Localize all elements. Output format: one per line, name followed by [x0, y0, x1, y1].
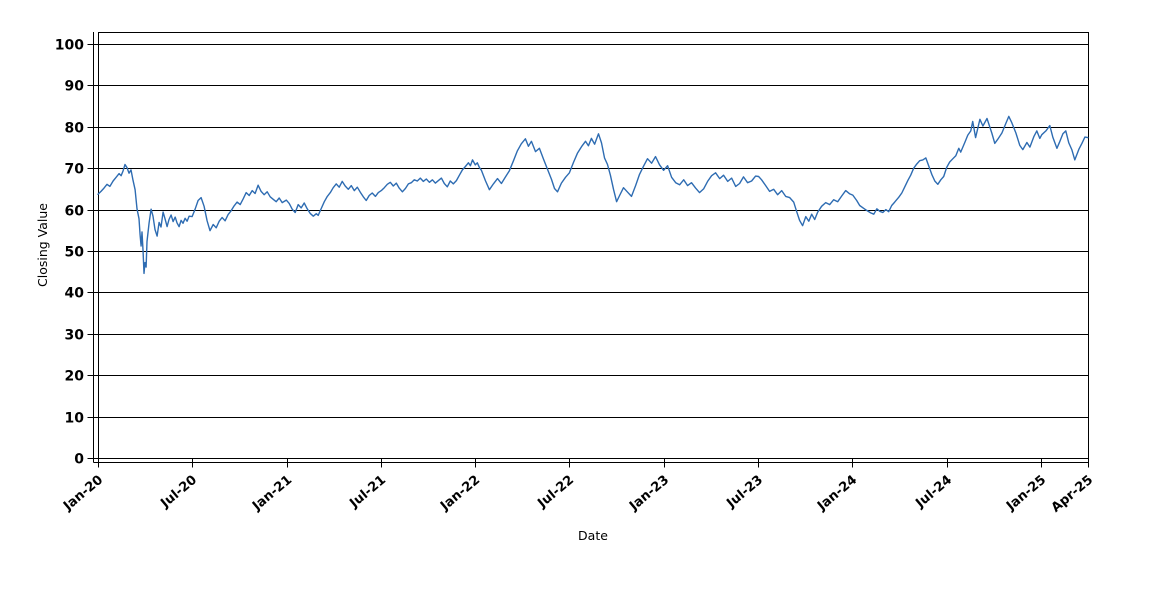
y-tick-label: 20: [65, 369, 85, 385]
tick-labels: 0 10 20 30 40 50 60 70 80 90 100 Jan-20 Jul-20 Jan-21…: [55, 38, 1096, 516]
y-tick-label: 60: [65, 204, 85, 220]
x-tick-label: Jul-20: [157, 473, 200, 512]
x-tick-label: Jan-23: [626, 473, 672, 515]
y-tick-label: 100: [55, 38, 84, 54]
x-tick-label: Jul-21: [346, 473, 389, 512]
y-tick-label: 80: [65, 121, 85, 137]
x-tick-label: Jan-25: [1003, 473, 1049, 515]
x-tick-label: Jul-22: [534, 473, 577, 512]
y-tick-label: 30: [65, 328, 85, 344]
x-tick-label: Apr-25: [1049, 473, 1096, 516]
x-tick-label: Jul-23: [723, 473, 766, 512]
x-tick-label: Jan-24: [814, 473, 860, 515]
y-axis-title: Closing Value: [35, 203, 50, 287]
y-tick-label: 50: [65, 245, 85, 261]
x-axis-title: Date: [578, 528, 608, 543]
x-tick-label: Jul-24: [912, 473, 955, 512]
series-line-layer: [97, 115, 1089, 275]
closing-value-series-line: [97, 115, 1089, 275]
plot-border: [98, 32, 1089, 459]
plot-frame-and-axes: [87, 32, 1089, 468]
y-tick-label: 10: [65, 411, 85, 427]
x-tick-label: Jan-22: [437, 473, 483, 515]
x-tick-label: Jan-21: [249, 473, 295, 515]
x-tick-label: Jan-20: [60, 473, 106, 515]
gridlines: [98, 44, 1088, 459]
y-tick-label: 40: [65, 286, 85, 302]
y-tick-label: 90: [65, 79, 85, 95]
y-tick-label: 0: [74, 452, 84, 468]
y-tick-label: 70: [65, 162, 85, 178]
